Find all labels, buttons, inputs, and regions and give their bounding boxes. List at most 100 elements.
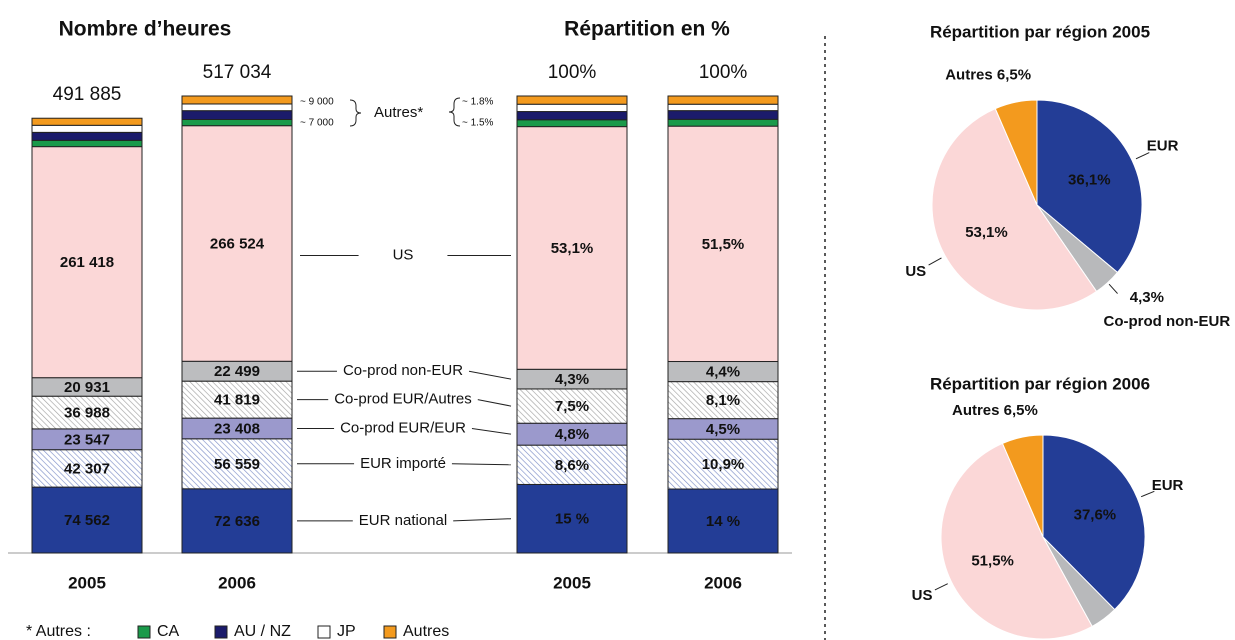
legend-label: Autres (403, 623, 449, 640)
category-label: EUR (1152, 477, 1184, 494)
bar-segment (31, 139, 143, 148)
bar-segment (181, 103, 293, 112)
series-label: EUR national (359, 512, 447, 529)
leader-line (1135, 152, 1150, 160)
legend-label: AU / NZ (234, 623, 291, 640)
data-label: 74 562 (64, 512, 110, 529)
bar-segment (516, 388, 628, 424)
annotation: ~ 9 000 (300, 97, 334, 108)
bar-segment (667, 488, 779, 554)
series-label: US (393, 246, 414, 263)
leader-line (934, 583, 948, 591)
data-label: 10,9% (702, 456, 745, 473)
bar-segment (516, 126, 628, 370)
data-label: 4,8% (555, 426, 589, 443)
bar-segment (667, 118, 779, 127)
leader-line (928, 257, 942, 266)
data-label: 51,5% (702, 236, 745, 253)
bar-segment (181, 380, 293, 419)
data-label: 36 988 (64, 405, 110, 422)
bar-segment (667, 103, 779, 112)
total-label: 100% (699, 62, 748, 83)
data-label: 72 636 (214, 513, 260, 530)
annotation: ~ 7 000 (300, 118, 334, 129)
data-label: 6,5% (997, 66, 1031, 83)
pie-slice (940, 442, 1093, 640)
legend-title: * Autres : (26, 623, 91, 640)
data-label: 36,1% (1068, 172, 1111, 189)
data-label: 22 499 (214, 363, 260, 380)
total-label: 491 885 (53, 84, 122, 105)
pie-slice (1001, 434, 1044, 538)
x-tick-label: 2005 (553, 573, 591, 592)
bar-segment (181, 119, 293, 127)
data-label: 51,5% (971, 553, 1014, 570)
bar-segment (31, 117, 143, 126)
data-label: 23 547 (64, 431, 110, 448)
data-label: 8,6% (555, 457, 589, 474)
bar-segment (31, 124, 143, 133)
category-label: US (905, 263, 926, 280)
data-label: 266 524 (210, 235, 265, 252)
x-tick-label: 2006 (704, 573, 742, 592)
category-label: EUR (1147, 137, 1179, 154)
data-label: 56 559 (214, 456, 260, 473)
category-label: US (912, 587, 933, 604)
bar-segment (516, 119, 628, 128)
pie-title: Répartition par région 2005 (930, 22, 1150, 41)
bar-segment (667, 125, 779, 363)
pie-label: Autres 6,5% (952, 402, 1038, 419)
bar-segment (516, 95, 628, 105)
pie-slice (1036, 99, 1143, 274)
total-label: 100% (548, 62, 597, 83)
chart-title: Répartition en % (564, 18, 730, 41)
bar-segment (516, 444, 628, 485)
legend-label: CA (157, 623, 180, 640)
annotation: ~ 1.5% (462, 118, 494, 129)
data-label: 8,1% (706, 392, 740, 409)
pie-slice (1042, 434, 1146, 611)
data-label: 4,3% (1130, 289, 1164, 306)
bar-segment (516, 103, 628, 113)
data-label: 23 408 (214, 420, 260, 437)
leader-line (1108, 283, 1118, 294)
data-label: 42 307 (64, 460, 110, 477)
data-label: 14 % (706, 513, 740, 530)
bar-segment (181, 95, 293, 105)
connector (453, 518, 512, 522)
data-label: 20 931 (64, 379, 110, 396)
pie-slice (994, 99, 1038, 206)
bar-segment (667, 95, 779, 105)
pie-slice (931, 107, 1098, 311)
bar-segment (181, 438, 293, 490)
legend-swatch (214, 625, 228, 639)
series-label: Co-prod non-EUR (343, 362, 463, 379)
bar-segment (181, 110, 293, 121)
total-label: 517 034 (203, 62, 272, 83)
data-label: 6,5% (1004, 402, 1038, 419)
bar-segment (667, 438, 779, 490)
bar-segment (181, 125, 293, 362)
category-label: Co-prod non-EUR (1104, 313, 1231, 330)
x-tick-label: 2005 (68, 573, 106, 592)
data-label: 37,6% (1074, 507, 1117, 524)
connector (477, 399, 512, 407)
legend-swatch (383, 625, 397, 639)
legend-label: JP (337, 623, 356, 640)
connector (468, 370, 512, 380)
bar-segment (31, 146, 143, 379)
series-label: Co-prod EUR/Autres (334, 391, 472, 408)
legend-swatch (137, 625, 151, 639)
bar-segment (516, 483, 628, 554)
pie-title: Répartition par région 2006 (930, 374, 1150, 393)
category-label: Autres (952, 402, 1000, 419)
x-tick-label: 2006 (218, 573, 256, 592)
bar-segment (31, 486, 143, 554)
chart-title: Nombre d’heures (59, 18, 232, 41)
data-label: 41 819 (214, 392, 260, 409)
legend-swatch (317, 625, 331, 639)
bar-segment (667, 381, 779, 420)
bar-segment (667, 110, 779, 120)
data-label: 261 418 (60, 254, 114, 271)
